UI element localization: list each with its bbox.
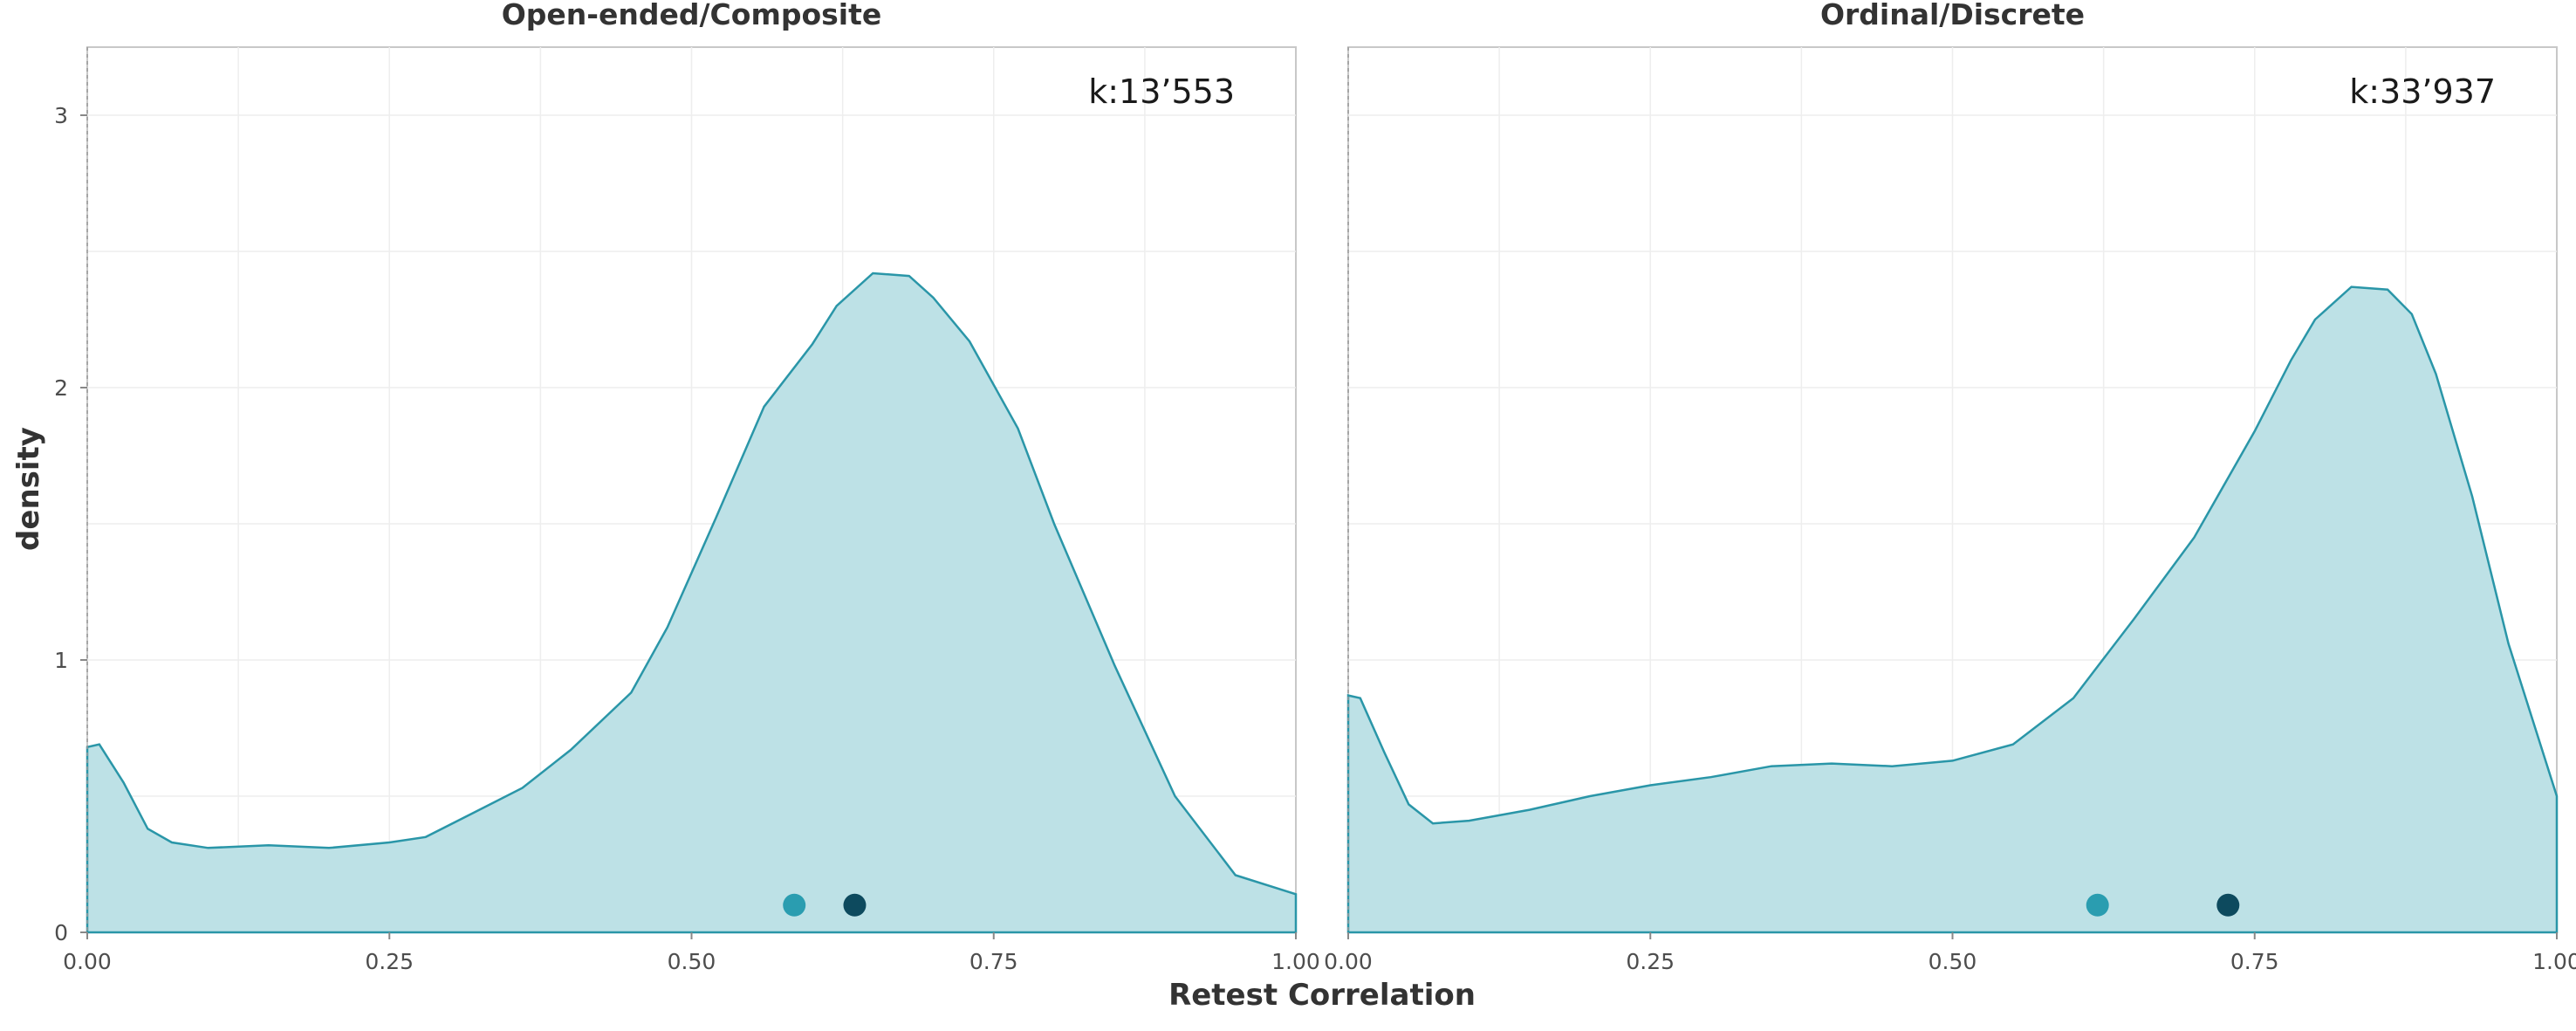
x-tick-label: 0.00 (1324, 949, 1373, 974)
x-tick-label: 0.25 (1626, 949, 1675, 974)
y-tick-label: 2 (54, 375, 68, 401)
y-tick-label: 3 (54, 103, 68, 128)
median-point (843, 893, 867, 917)
x-axis-title: Retest Correlation (1168, 978, 1476, 1013)
chart-panels: 0.00 0.25 0.50 0.75 1.00 0 1 2 3 Open-ended/Compo… (54, 0, 2576, 974)
density-area (1346, 285, 2559, 934)
x-tick-label: 0.50 (1929, 949, 1977, 974)
x-tick-label: 0.75 (2230, 949, 2279, 974)
x-tick-label: 1.00 (2532, 949, 2576, 974)
x-tick-label: 1.00 (1271, 949, 1320, 974)
panel-1: 0.00 0.25 0.50 0.75 1.00 0 1 2 3 Open-ended/Compo… (54, 0, 1320, 974)
y-tick-label: 1 (54, 648, 68, 673)
y-axis-title: density (11, 427, 46, 551)
panel-title: Ordinal/Discrete (1820, 0, 2085, 31)
x-tick-label: 0.75 (969, 949, 1018, 974)
y-tick-label: 0 (54, 920, 68, 945)
panel-2: 0.00 0.25 0.50 0.75 1.00 Ordinal/Discrete k:33… (1324, 0, 2576, 974)
median-point (2216, 893, 2240, 917)
mean-point (2086, 893, 2109, 917)
sample-size-label: k:33’937 (2349, 72, 2496, 111)
x-tick-label: 0.25 (365, 949, 414, 974)
sample-size-label: k:13’553 (1088, 72, 1235, 111)
x-tick-label: 0.50 (668, 949, 716, 974)
density-area (86, 271, 1298, 934)
mean-point (783, 893, 806, 917)
panel-title: Open-ended/Composite (502, 0, 881, 31)
x-tick-label: 0.00 (63, 949, 112, 974)
